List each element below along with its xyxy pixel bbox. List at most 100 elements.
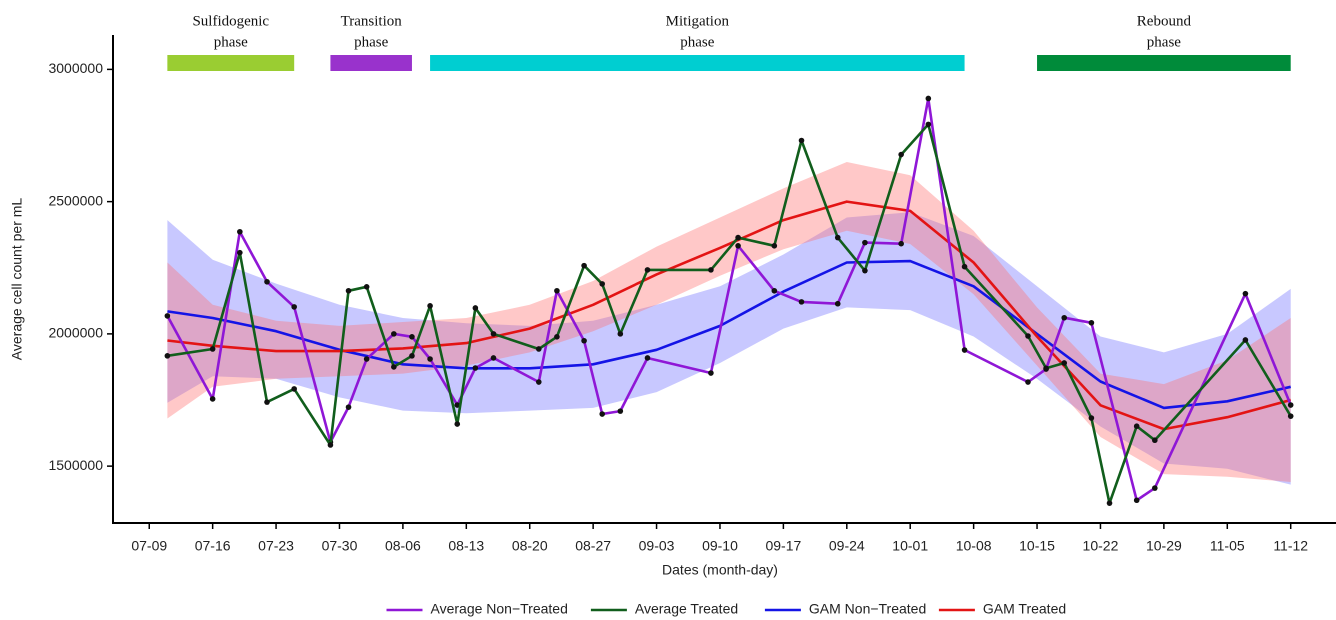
data-point [1287, 413, 1294, 419]
data-point [427, 303, 433, 309]
data-point [925, 121, 932, 128]
legend-label: GAM Treated [983, 601, 1066, 617]
legend-label: Average Treated [635, 601, 738, 617]
data-point [409, 333, 415, 340]
data-point [771, 243, 778, 249]
gam-line [167, 200, 1292, 431]
data-point [1242, 290, 1249, 297]
x-tick-label: 11-12 [1273, 538, 1308, 554]
data-point [1242, 337, 1249, 343]
data-point [454, 402, 461, 408]
x-tick-label: 09-17 [765, 538, 801, 554]
x-tick-label: 08-13 [448, 538, 484, 554]
data-point [1043, 365, 1049, 372]
phase-label: Rebound [1137, 13, 1192, 29]
data-point [291, 304, 297, 310]
x-tick-label: 10-29 [1146, 538, 1182, 554]
data-point [798, 299, 805, 305]
x-tick-label: 07-09 [131, 538, 167, 554]
data-point [164, 353, 171, 359]
data-point [264, 278, 270, 285]
y-axis-title: Average cell count per mL [9, 198, 25, 361]
data-point [735, 234, 741, 241]
data-point [363, 356, 370, 362]
phase-label: phase [680, 34, 714, 50]
data-point [617, 408, 624, 414]
data-point [862, 239, 868, 246]
phase-bar [330, 55, 412, 71]
legend-label: Average Non−Treated [431, 601, 568, 617]
x-tick-label: 07-23 [258, 538, 294, 554]
data-point [617, 331, 624, 337]
data-point [391, 364, 397, 370]
data-point [1152, 485, 1158, 491]
data-point [490, 355, 497, 361]
confidence-band [167, 212, 1291, 485]
data-point [925, 95, 932, 102]
data-point [454, 421, 461, 427]
data-point [409, 353, 415, 359]
confidence-band [167, 162, 1291, 482]
data-point [345, 287, 352, 294]
data-point [554, 333, 560, 340]
data-point [363, 284, 370, 290]
data-point [1061, 360, 1068, 366]
y-tick-label: 3000000 [48, 60, 103, 76]
data-point [834, 300, 841, 307]
data-point [1287, 402, 1294, 408]
data-point [834, 234, 841, 241]
data-point [391, 331, 397, 337]
data-point [961, 347, 968, 353]
x-tick-label: 07-30 [322, 538, 358, 554]
data-point [1088, 415, 1095, 421]
data-point [771, 287, 778, 294]
phase-label: phase [1147, 34, 1181, 50]
legend: Average Non−Treated Average Treated GAM No… [386, 601, 1066, 617]
y-tick-label: 2000000 [48, 325, 103, 341]
data-point [554, 287, 560, 294]
data-point [708, 267, 714, 273]
phase-bar [167, 55, 295, 71]
data-point [1061, 314, 1068, 321]
y-tick-label: 2500000 [48, 192, 103, 208]
phase-bar [1037, 55, 1291, 71]
x-tick-label: 08-20 [512, 538, 548, 554]
data-point [798, 137, 805, 144]
x-tick-label: 11-05 [1210, 538, 1245, 554]
data-point [345, 404, 352, 410]
data-point [735, 243, 741, 249]
data-point [472, 305, 479, 311]
phase-label: Mitigation [666, 13, 730, 29]
data-point [644, 355, 651, 361]
phase-label: phase [354, 34, 388, 50]
data-point [1133, 497, 1140, 504]
series-line [167, 123, 1292, 505]
x-tick-label: 10-08 [956, 538, 992, 554]
data-point [581, 262, 587, 269]
x-tick-label: 10-01 [892, 538, 928, 554]
legend-label: GAM Non−Treated [809, 601, 926, 617]
data-point [862, 267, 868, 274]
data-point [264, 399, 270, 405]
x-tick-label: 09-10 [702, 538, 738, 554]
data-point [898, 240, 904, 247]
data-point [581, 337, 587, 344]
x-axis-title: Dates (month-day) [662, 562, 778, 578]
data-point [327, 442, 334, 448]
data-point [1106, 500, 1113, 506]
x-tick-label: 09-03 [639, 538, 675, 554]
data-point [708, 370, 714, 376]
data-point [1088, 319, 1095, 326]
data-point [898, 151, 904, 158]
data-point [1133, 423, 1140, 429]
x-tick-label: 09-24 [829, 538, 865, 554]
x-tick-label: 08-27 [575, 538, 611, 554]
data-point [472, 365, 479, 371]
x-tick-label: 10-15 [1019, 538, 1055, 554]
phase-label: phase [214, 34, 248, 50]
data-point [237, 228, 243, 235]
data-point [599, 411, 605, 417]
x-tick-label: 10-22 [1083, 538, 1119, 554]
data-point [961, 263, 968, 270]
